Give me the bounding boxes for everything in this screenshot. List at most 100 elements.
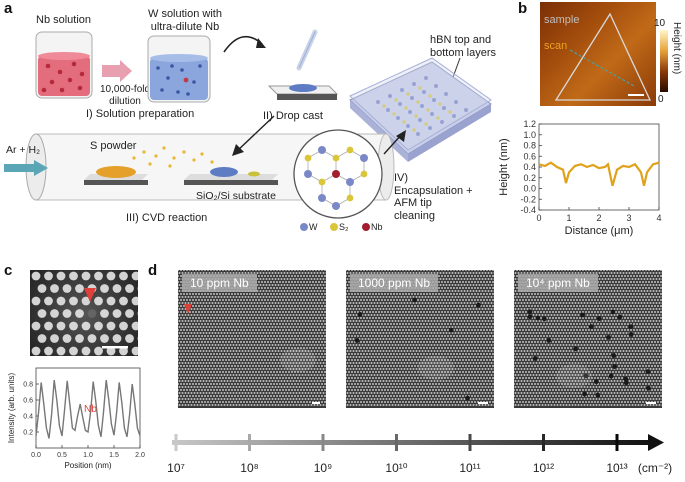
nb-defect bbox=[589, 324, 594, 330]
lattice-atom bbox=[62, 284, 72, 293]
defect-marker bbox=[184, 304, 192, 314]
lattice-atom bbox=[106, 271, 116, 281]
scale-bar bbox=[102, 346, 128, 349]
curved-arrow-icon bbox=[223, 35, 266, 53]
panel-label-a: a bbox=[4, 0, 13, 17]
scale-unit: (cm⁻²) bbox=[638, 461, 672, 475]
lattice-atom bbox=[131, 296, 138, 306]
nb-defect bbox=[465, 395, 470, 401]
lattice-atom bbox=[81, 346, 91, 356]
scale-tick bbox=[395, 434, 398, 451]
surface-contaminant bbox=[556, 364, 592, 388]
step2-label: II) Drop cast bbox=[263, 110, 323, 122]
nb-defect bbox=[606, 334, 611, 340]
scale-tick bbox=[615, 434, 619, 451]
lattice-atom bbox=[87, 309, 97, 318]
x-tick-label: 1.0 bbox=[83, 452, 93, 459]
s-powder-label: S powder bbox=[90, 140, 137, 152]
y-tick-label: 0.0 bbox=[523, 184, 536, 194]
lattice-atom bbox=[119, 271, 128, 281]
x-tick-label: 2.0 bbox=[135, 452, 145, 459]
lattice-atom bbox=[69, 346, 78, 356]
x-tick-label: 0.5 bbox=[57, 452, 67, 459]
legend-w: W bbox=[309, 222, 318, 232]
nb-defect bbox=[541, 316, 547, 322]
y-tick-label: 0.6 bbox=[23, 397, 33, 404]
scale-bar bbox=[478, 402, 488, 404]
scale-tick-label: 10¹¹ bbox=[459, 461, 480, 475]
nb-defect bbox=[527, 314, 533, 320]
lattice-atom bbox=[100, 284, 109, 293]
scale-axis bbox=[172, 440, 650, 445]
afm-sample-label: sample bbox=[544, 14, 580, 26]
lattice-atom bbox=[44, 321, 53, 331]
x-tick-label: 3 bbox=[626, 213, 631, 223]
lattice-atom bbox=[56, 296, 66, 306]
lattice-atom bbox=[131, 271, 138, 281]
lattice-atom bbox=[125, 334, 134, 343]
nb-defect bbox=[623, 376, 629, 382]
lattice-atom bbox=[106, 321, 116, 331]
nb-defect bbox=[596, 316, 602, 321]
gas-label: Ar + H₂ bbox=[6, 144, 41, 156]
series-line bbox=[35, 379, 141, 439]
lattice-atom bbox=[44, 346, 53, 356]
step3-label: III) CVD reaction bbox=[126, 212, 208, 224]
colorbar-label: Height (nm) bbox=[671, 22, 682, 75]
x-tick-label: 0.0 bbox=[31, 452, 41, 459]
lattice-atom bbox=[112, 284, 122, 293]
lattice-atom bbox=[56, 271, 66, 281]
lattice-atom bbox=[69, 271, 78, 281]
y-tick-label: 0.8 bbox=[23, 381, 33, 388]
nb-defect bbox=[583, 373, 589, 379]
lattice-atom bbox=[75, 284, 84, 293]
lattice-atom bbox=[94, 296, 103, 306]
lattice-atom bbox=[112, 334, 122, 343]
lattice-atom bbox=[31, 296, 41, 306]
y-tick-label: 1.2 bbox=[523, 119, 536, 129]
scale-tick-label: 10⁸ bbox=[240, 461, 258, 475]
nb-defect bbox=[623, 380, 629, 386]
lattice-atom bbox=[31, 346, 41, 356]
lattice-atom bbox=[44, 296, 53, 306]
substrate-label: SiO₂/Si substrate bbox=[196, 190, 276, 202]
nb-defect bbox=[476, 302, 481, 308]
stm-label-10000ppm: 10⁴ ppm Nb bbox=[518, 274, 598, 292]
panel-label-b: b bbox=[518, 0, 528, 17]
lattice-atom bbox=[81, 271, 91, 281]
lattice-atom bbox=[100, 309, 109, 318]
afm-scan-label: scan bbox=[544, 40, 568, 52]
y-tick-label: 0.6 bbox=[523, 151, 536, 161]
y-tick-label: 0.4 bbox=[23, 413, 33, 420]
x-tick-label: 1 bbox=[566, 213, 571, 223]
nb-defect bbox=[535, 315, 541, 321]
surface-contaminant bbox=[280, 348, 316, 372]
intensity-profile-chart: 0.0 0.5 1.0 1.5 2.0 0.2 0.4 0.6 0.8 Position (nm)… bbox=[7, 367, 145, 470]
drop-cast-illustration bbox=[267, 29, 339, 100]
nb-defect bbox=[532, 356, 538, 361]
lattice-atom bbox=[69, 321, 78, 331]
afm-image bbox=[540, 2, 656, 106]
lattice-atom bbox=[131, 321, 138, 331]
lattice-atom bbox=[131, 346, 138, 356]
scale-arrowhead bbox=[648, 434, 664, 451]
stm-atomic-image bbox=[30, 270, 138, 356]
lattice-atom bbox=[69, 296, 78, 306]
w-solution-label: W solution with ultra-dilute Nb bbox=[148, 8, 222, 33]
stm-image-1000ppm: 1000 ppm Nb bbox=[346, 270, 494, 408]
y-tick-label: 0.2 bbox=[23, 429, 33, 436]
lattice-atom bbox=[50, 334, 59, 343]
lattice-atom bbox=[31, 271, 41, 281]
legend-nb: Nb bbox=[371, 222, 383, 232]
lattice-atom bbox=[94, 346, 103, 356]
defect-density-scale: 10⁷ 10⁸ 10⁹ 10¹⁰ 10¹¹ 10¹² 10¹³ (cm⁻²) bbox=[167, 434, 672, 475]
y-tick-label: 0.8 bbox=[523, 141, 536, 151]
dilution-arrow bbox=[102, 60, 132, 82]
lattice-atom bbox=[112, 309, 122, 318]
x-tick-label: 4 bbox=[656, 213, 661, 223]
nb-defect bbox=[646, 385, 651, 391]
lattice-atom bbox=[62, 309, 72, 318]
scale-tick-label: 10⁹ bbox=[314, 461, 333, 475]
lattice-atom bbox=[119, 321, 128, 331]
surface-contaminant bbox=[418, 356, 454, 380]
